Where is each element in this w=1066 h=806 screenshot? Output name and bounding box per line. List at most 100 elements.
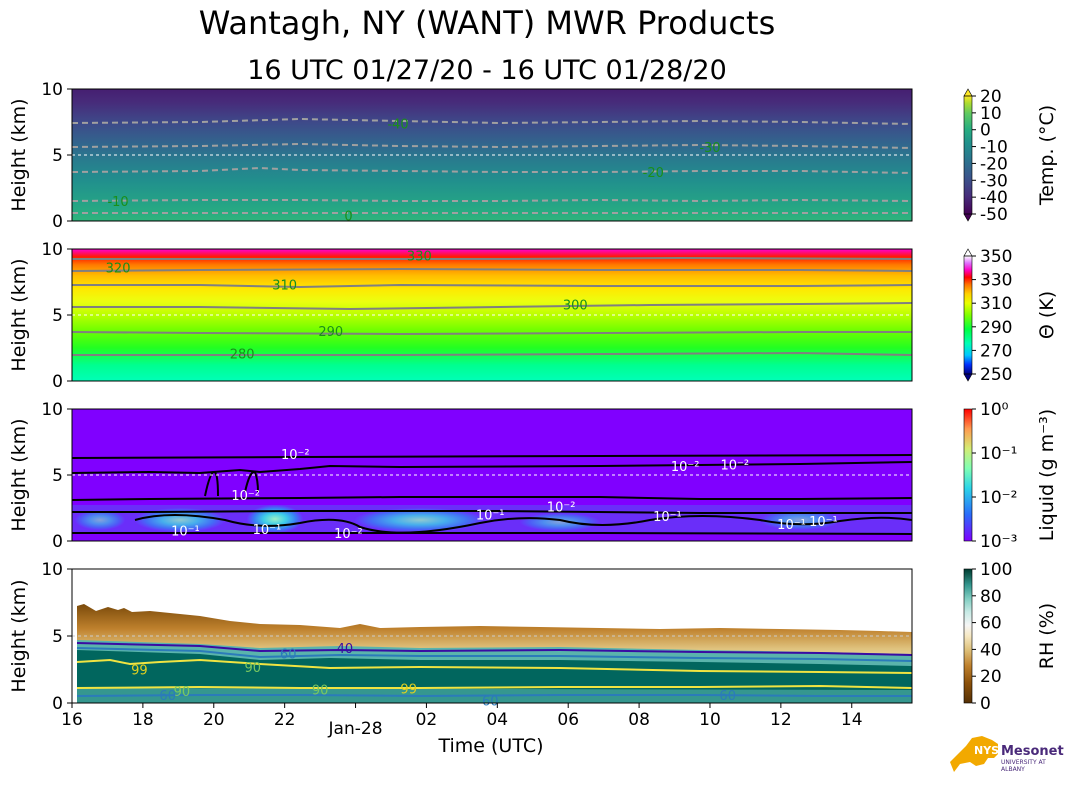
contour-label: 10⁻¹ [476, 509, 505, 524]
x-tick-label: Jan-28 [328, 719, 383, 739]
contour-label: -40 [387, 117, 408, 132]
theta-contours [72, 256, 912, 356]
colorbar-tick-label: 270 [980, 341, 1012, 361]
colorbar-tick-label: 10 [980, 104, 1002, 124]
x-axis-label: Time (UTC) [437, 735, 543, 757]
colorbar-tick-label: 10⁻² [980, 488, 1017, 508]
contour-label: -10 [107, 195, 128, 210]
contour-label: 330 [407, 250, 432, 265]
contour-label: -30 [699, 141, 720, 156]
colorbar-label: Θ (K) [1036, 291, 1058, 339]
logo-mesonet-text: Mesonet [1001, 744, 1064, 759]
colorbar-tick-label: 60 [980, 614, 1002, 634]
colorbar-label: Temp. (°C) [1036, 105, 1058, 206]
contour-label: 60 [482, 694, 499, 709]
x-tick-label: 22 [274, 710, 296, 730]
x-tick-label: 02 [416, 710, 438, 730]
contour-label: 40 [337, 642, 354, 657]
colorbar-tick-label: 0 [980, 694, 991, 714]
figure-subtitle: 16 UTC 01/27/20 - 16 UTC 01/28/20 [247, 55, 727, 86]
x-tick-label: 20 [203, 710, 225, 730]
y-tick-label: 0 [52, 694, 63, 714]
contour-label: 10⁻¹ [777, 518, 806, 533]
colorbar-tick-label: 250 [980, 365, 1012, 385]
x-tick-label: 08 [628, 710, 650, 730]
colorbar-tick-label: 0 [980, 121, 991, 141]
contour-labels: -40 -30 -20 -10 0 330 320 310 300 290 280 10⁻² 10⁻² 1… [106, 117, 838, 709]
contour-label: -20 [643, 166, 664, 181]
y-tick-label: 10 [41, 400, 63, 420]
figure-title: Wantagh, NY (WANT) MWR Products [198, 4, 776, 42]
colorbar-tick-label: 330 [980, 271, 1012, 291]
contour-label: 60 [280, 647, 297, 662]
contour-label: 60 [719, 689, 736, 704]
y-tick-label: 10 [41, 80, 63, 100]
colorbar-tick-label: -20 [980, 154, 1008, 174]
liquid-contours [72, 454, 912, 535]
logo-university-text: UNIVERSITY AT ALBANY [1001, 759, 1046, 773]
contour-label: 290 [318, 325, 343, 340]
colorbar-tick-label: 10⁰ [980, 400, 1009, 420]
y-tick-label: 10 [41, 240, 63, 260]
y-tick-label: 0 [52, 212, 63, 232]
x-tick-label: 04 [486, 710, 508, 730]
rh-field [76, 604, 912, 703]
contour-label: 60 [159, 689, 176, 704]
contour-label: 10⁻¹ [653, 510, 682, 525]
contour-label: 90 [174, 685, 191, 700]
logo-nys-text: NYS [974, 744, 1000, 757]
colorbar-rh [963, 568, 973, 704]
contour-label: 99 [131, 664, 148, 679]
x-tick-label: 10 [699, 710, 721, 730]
y-tick-label: 0 [52, 372, 63, 392]
contour-label: 280 [230, 347, 255, 362]
colorbar-theta [963, 248, 973, 382]
contour-label: 10⁻¹ [171, 524, 200, 539]
x-tick-label: 06 [557, 710, 579, 730]
colorbar-tick-label: 20 [980, 667, 1002, 687]
y-tick-label: 10 [41, 560, 63, 580]
temperature-contours [72, 117, 912, 214]
colorbar-tick-label: 20 [980, 87, 1002, 107]
colorbar-liquid [963, 408, 973, 542]
colorbar-temperature [963, 88, 973, 222]
colorbar-tick-label: -10 [980, 138, 1008, 158]
y-axis-label: Height (km) [8, 579, 30, 692]
y-axis-label: Height (km) [8, 418, 30, 531]
contour-label: 10⁻² [547, 501, 576, 516]
y-tick-label: 5 [52, 306, 63, 326]
colorbar-tick-label: -30 [980, 171, 1008, 191]
x-tick-label: 18 [132, 710, 154, 730]
colorbar-tick-label: 350 [980, 247, 1012, 267]
colorbar-tick-label: -50 [980, 205, 1008, 225]
x-tick-label: 12 [770, 710, 792, 730]
y-axis-label: Height (km) [8, 98, 30, 211]
contour-label: 300 [563, 298, 588, 313]
colorbar-tick-label: 10⁻¹ [980, 444, 1017, 464]
y-tick-label: 5 [52, 146, 63, 166]
colorbar-tick-label: 100 [980, 560, 1012, 580]
liquid-cloud-layer [72, 505, 912, 533]
contour-label: 0 [344, 210, 352, 225]
nys-mesonet-logo [950, 736, 998, 772]
colorbar-tick-label: 10⁻³ [980, 532, 1017, 552]
x-tick-label: 14 [841, 710, 863, 730]
colorbar-label: Liquid (g m⁻³) [1036, 409, 1058, 541]
contour-label: 99 [400, 682, 417, 697]
contour-label: 10⁻² [720, 458, 749, 473]
y-tick-label: 5 [52, 466, 63, 486]
colorbar-tick-label: 40 [980, 640, 1002, 660]
contour-label: 10⁻² [281, 448, 310, 463]
colorbar-tick-label: -40 [980, 188, 1008, 208]
y-tick-label: 0 [52, 532, 63, 552]
y-axis-label: Height (km) [8, 258, 30, 371]
contour-label: 90 [312, 684, 329, 699]
colorbar-tick-label: 310 [980, 294, 1012, 314]
colorbar-tick-label: 290 [980, 318, 1012, 338]
colorbar-label: RH (%) [1036, 603, 1058, 669]
contour-label: 10⁻² [231, 489, 260, 504]
height-guides [72, 154, 912, 637]
contour-label: 10⁻¹ [809, 515, 838, 530]
